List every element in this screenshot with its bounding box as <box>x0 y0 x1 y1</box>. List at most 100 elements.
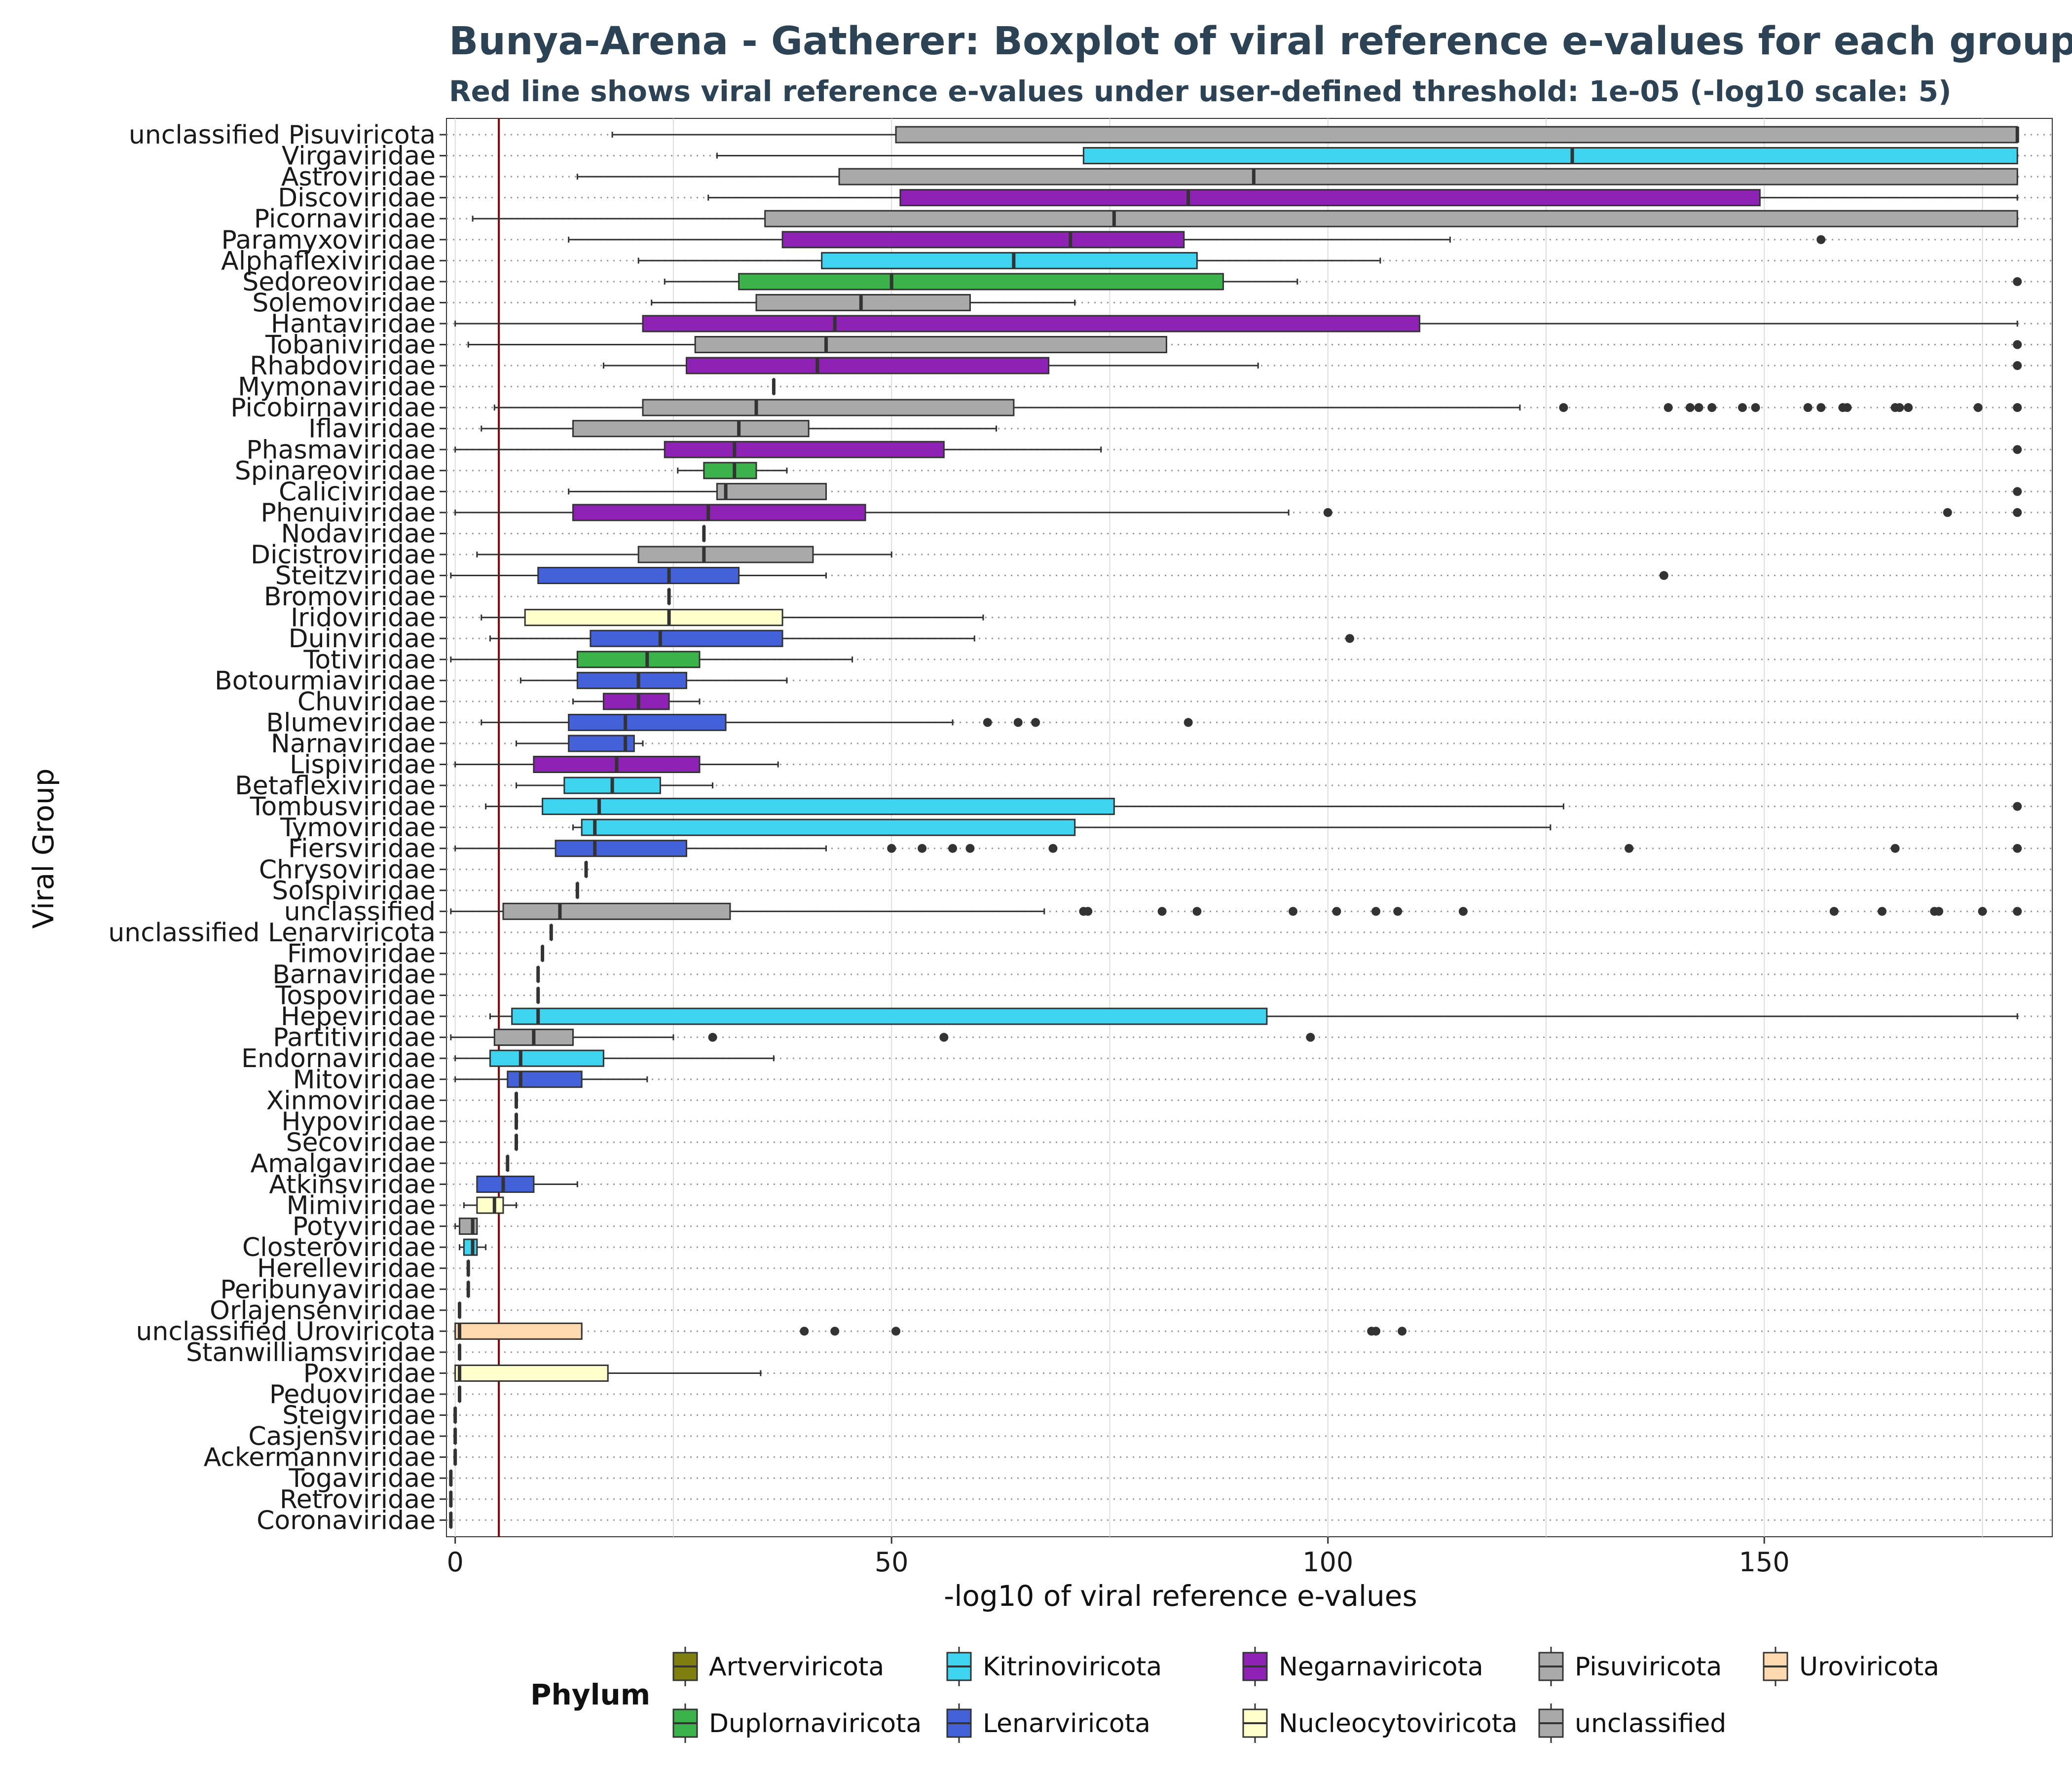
y-tick-label: Mimiviridae <box>287 1191 436 1221</box>
box <box>489 1049 604 1067</box>
box <box>572 504 866 521</box>
y-tick-label: Alphaflexiviridae <box>221 246 436 276</box>
y-tick-label: Casjensviridae <box>248 1422 436 1451</box>
y-tick-label: Mymonaviridae <box>238 372 436 402</box>
boxplot-picornaviridae <box>472 210 2018 227</box>
box <box>1082 147 2018 165</box>
boxplot-iflaviridae <box>481 420 997 438</box>
legend-label: Negarnaviricota <box>1279 1652 1483 1682</box>
box <box>838 168 2018 185</box>
outlier-point <box>1685 403 1695 412</box>
boxplot-partitiviridae <box>450 1029 1315 1046</box>
boxplot-solemoviridae <box>651 294 1076 311</box>
outlier-point <box>1157 907 1167 916</box>
y-tick-label: Poxviridae <box>303 1359 436 1388</box>
boxplot-poxviridae <box>454 1364 762 1382</box>
outlier-point <box>939 1033 949 1042</box>
boxplot-herelleviridae <box>466 1259 470 1277</box>
y-tick-label: Narnaviridae <box>271 729 436 759</box>
boxplot-narnaviridae <box>516 735 644 752</box>
legend-item: unclassified <box>1538 1703 1726 1743</box>
legend: Phylum Artverviricota Duplornaviricota Kitr… <box>530 1647 1939 1743</box>
y-tick-label: Paramyxoviridae <box>222 225 436 255</box>
outlier-point <box>948 844 958 853</box>
y-tick-label: Solspiviridae <box>272 876 436 906</box>
y-tick-label: Virgaviridae <box>282 142 436 171</box>
y-tick-label: Totiviridae <box>303 645 436 675</box>
outlier-point <box>2013 403 2022 412</box>
y-tick-label: Rhabdoviridae <box>250 351 436 381</box>
plot-area <box>446 118 2053 1537</box>
box <box>716 482 827 500</box>
y-tick-label: Betaflexiviridae <box>235 771 436 801</box>
outlier-point <box>1816 403 1826 412</box>
y-tick-label: Closteroviridae <box>242 1233 436 1262</box>
legend-item: Artverviricota <box>672 1647 884 1686</box>
boxplot-mitoviridae <box>454 1071 648 1088</box>
box <box>454 1322 583 1340</box>
outlier-point <box>1904 403 1913 412</box>
box <box>537 567 740 585</box>
box <box>895 126 2018 144</box>
outlier-point <box>708 1033 717 1042</box>
box <box>542 798 1115 815</box>
box <box>694 336 1167 353</box>
chart-subtitle: Red line shows viral reference e-values … <box>449 74 1952 108</box>
outlier-point <box>1398 1327 1407 1336</box>
y-tick-label: Amalgaviridae <box>251 1149 436 1179</box>
boxplot-steitzviridae <box>450 567 1668 585</box>
boxplot-alphaflexiviridae <box>637 252 1381 269</box>
boxplot-iridoviridae <box>481 609 984 627</box>
outlier-point <box>2013 340 2022 349</box>
boxplot-tobaniviridae <box>467 336 2022 353</box>
y-tick-label: Barnaviridae <box>272 960 436 990</box>
legend-label: Artverviricota <box>709 1652 884 1682</box>
box <box>476 1176 535 1193</box>
box <box>642 399 1015 416</box>
boxplot-barnaviridae <box>536 965 540 983</box>
boxplot-ackermannviridae <box>453 1448 457 1466</box>
box <box>572 420 810 438</box>
boxplot-atkinsviridae <box>476 1176 578 1193</box>
y-tick-label: Atkinsviridae <box>269 1170 436 1200</box>
outlier-point <box>2013 277 2022 286</box>
outlier-point <box>830 1327 840 1336</box>
outlier-point <box>2013 907 2022 916</box>
box <box>568 713 727 731</box>
boxplot-casjensviridae <box>453 1427 457 1445</box>
outlier-point <box>1345 634 1354 643</box>
boxplot-dicistroviridae <box>476 546 892 563</box>
y-tick-label: Spinareoviridae <box>235 456 436 486</box>
boxplot-closteroviridae <box>459 1238 487 1256</box>
y-tick-label: Caliciviridae <box>279 477 436 507</box>
boxplot-tymoviridae <box>572 818 1552 836</box>
boxplot-picobirnaviridae <box>493 399 2022 416</box>
outlier-point <box>1943 508 1952 517</box>
y-tick-label: Blumeviridae <box>266 708 436 738</box>
box <box>524 609 783 627</box>
y-tick-label: Lispiviridae <box>290 750 436 780</box>
outlier-point <box>1934 907 1944 916</box>
x-tick-label: 50 <box>875 1547 909 1578</box>
legend-label: Uroviricota <box>1799 1652 1939 1682</box>
outlier-point <box>891 1327 901 1336</box>
outlier-point <box>1816 235 1826 244</box>
outlier-point <box>1458 907 1468 916</box>
y-tick-label: Tombusviridae <box>250 792 436 822</box>
box <box>703 462 757 480</box>
box <box>764 210 2018 227</box>
y-tick-label: Potyviridae <box>293 1212 436 1242</box>
boxplot-phasmaviridae <box>454 441 2022 458</box>
box <box>581 818 1076 836</box>
boxplot-totiviridae <box>450 651 853 668</box>
box <box>463 1238 478 1256</box>
boxplot-astroviridae <box>576 168 2018 185</box>
y-tick-label: Togaviridae <box>288 1464 436 1493</box>
boxplot-endornaviridae <box>454 1049 775 1067</box>
outlier-point <box>1306 1033 1315 1042</box>
boxplot-hantaviridae <box>454 315 2018 333</box>
y-tick-label: Stanwilliamsviridae <box>186 1338 436 1368</box>
y-tick-label: Fiersviridae <box>288 834 436 864</box>
boxplot-phenuiviridae <box>454 504 2022 521</box>
